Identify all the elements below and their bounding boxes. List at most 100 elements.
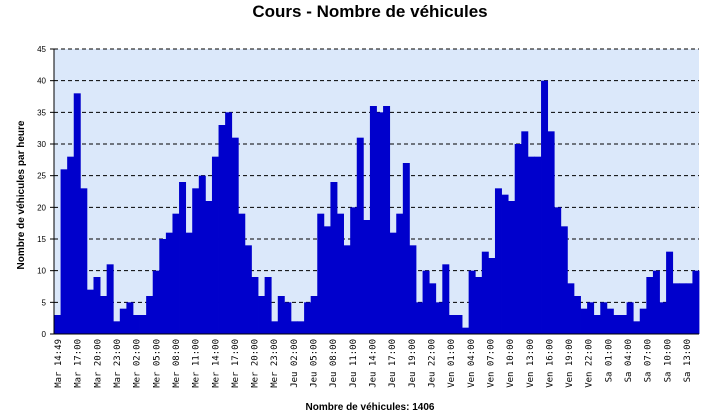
bar xyxy=(481,251,489,334)
bar xyxy=(600,302,608,334)
bar xyxy=(363,220,371,334)
chart-title: Cours - Nombre de véhicules xyxy=(252,2,487,21)
bar xyxy=(192,188,200,334)
bar xyxy=(290,321,298,334)
x-tick-label: Mer 02:00 xyxy=(133,339,143,388)
bar xyxy=(442,264,450,334)
bar xyxy=(73,93,81,334)
bar xyxy=(330,182,338,334)
bar xyxy=(317,213,325,334)
bar xyxy=(376,112,384,334)
bar xyxy=(139,315,147,334)
y-tick-label: 25 xyxy=(37,172,46,181)
bar xyxy=(448,315,456,334)
bar xyxy=(126,302,134,334)
bar xyxy=(185,232,193,334)
x-tick-label: Sa 13:00 xyxy=(683,339,693,382)
x-tick-label: Jeu 19:00 xyxy=(408,339,418,388)
bar xyxy=(93,277,101,334)
y-tick-label: 5 xyxy=(42,298,47,307)
x-tick-label: Jeu 05:00 xyxy=(310,339,320,388)
bar xyxy=(409,245,417,334)
bar xyxy=(508,201,516,334)
x-tick-label: Mer 05:00 xyxy=(152,339,162,388)
x-tick-label: Jeu 02:00 xyxy=(290,339,300,388)
bar xyxy=(692,270,700,334)
bar xyxy=(475,277,483,334)
bar xyxy=(639,308,647,334)
axes xyxy=(53,49,699,335)
bar xyxy=(146,296,154,334)
x-tick-label: Sa 04:00 xyxy=(624,339,634,382)
bar xyxy=(587,302,595,334)
bar xyxy=(86,289,94,334)
bar xyxy=(593,315,601,334)
bar xyxy=(343,245,351,334)
bar xyxy=(244,245,252,334)
bar xyxy=(119,308,127,334)
bar xyxy=(501,194,509,334)
bar xyxy=(527,156,535,334)
bar xyxy=(567,283,575,334)
x-tick-label: Ven 19:00 xyxy=(565,339,575,388)
bar xyxy=(179,182,187,334)
bar xyxy=(633,321,641,334)
x-tick-label: Mar 20:00 xyxy=(93,339,103,388)
bar xyxy=(60,169,68,334)
x-tick-label: Jeu 22:00 xyxy=(427,339,437,388)
bar xyxy=(462,327,470,334)
bar xyxy=(541,80,549,335)
bar xyxy=(67,156,75,334)
x-tick-label: Ven 07:00 xyxy=(486,339,496,388)
bar xyxy=(389,232,397,334)
bar xyxy=(672,283,680,334)
x-axis-label: Nombre de véhicules: 1406 xyxy=(306,402,435,413)
bar xyxy=(231,137,239,334)
bar xyxy=(415,302,423,334)
x-tick-label: Jeu 14:00 xyxy=(369,339,379,388)
bar xyxy=(152,270,160,334)
bar xyxy=(165,232,173,334)
bar xyxy=(652,270,660,334)
bar xyxy=(620,315,628,334)
x-tick-label: Mar 23:00 xyxy=(113,339,123,388)
bar xyxy=(238,213,246,334)
bar xyxy=(488,258,496,334)
bar xyxy=(514,144,522,334)
x-tick-label: Ven 16:00 xyxy=(545,339,555,388)
x-tick-label: Mer 23:00 xyxy=(270,339,280,388)
bar xyxy=(271,321,279,334)
x-tick-label: Sa 01:00 xyxy=(604,339,614,382)
bar xyxy=(494,188,502,334)
y-tick-label: 20 xyxy=(37,203,46,212)
bar xyxy=(258,296,266,334)
bar xyxy=(396,213,404,334)
bar xyxy=(606,308,614,334)
bar xyxy=(468,270,476,334)
bar xyxy=(534,156,542,334)
bar xyxy=(100,296,108,334)
bar xyxy=(277,296,285,334)
x-tick-label: Mar 14:49 xyxy=(54,339,64,388)
x-tick-label: Jeu 17:00 xyxy=(388,339,398,388)
bar xyxy=(106,264,114,334)
bar xyxy=(679,283,687,334)
x-tick-label: Mer 14:00 xyxy=(211,339,221,388)
x-tick-label: Mer 20:00 xyxy=(251,339,261,388)
x-tick-label: Sa 10:00 xyxy=(663,339,673,382)
x-tick-label: Mer 11:00 xyxy=(192,339,202,388)
bar xyxy=(560,226,568,334)
bar xyxy=(205,201,213,334)
bar xyxy=(159,239,167,334)
bar xyxy=(310,296,318,334)
bar xyxy=(211,156,219,334)
x-tick-label: Ven 13:00 xyxy=(526,339,536,388)
bar xyxy=(659,302,667,334)
bar xyxy=(80,188,88,334)
bar xyxy=(132,315,140,334)
x-tick-label: Sa 07:00 xyxy=(644,339,654,382)
bars xyxy=(54,80,700,335)
x-tick-labels: Mar 14:49 Mar 17:00 Mar 20:00 Mar 23:00 Mer … xyxy=(54,339,693,388)
x-tick-label: Jeu 08:00 xyxy=(329,339,339,388)
